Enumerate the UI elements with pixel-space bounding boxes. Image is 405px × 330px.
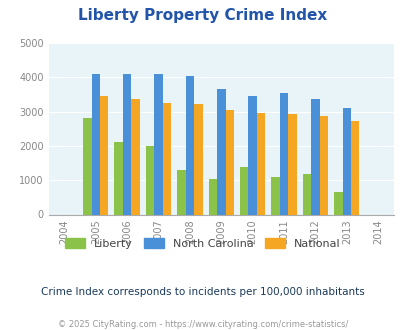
- Bar: [333, 192, 342, 214]
- Bar: [225, 110, 233, 214]
- Bar: [162, 103, 171, 214]
- Bar: [350, 121, 358, 214]
- Bar: [279, 93, 288, 214]
- Bar: [239, 167, 248, 214]
- Bar: [123, 74, 131, 214]
- Bar: [194, 104, 202, 214]
- Bar: [342, 108, 350, 214]
- Bar: [271, 178, 279, 214]
- Bar: [217, 89, 225, 214]
- Bar: [91, 75, 100, 214]
- Bar: [145, 146, 154, 214]
- Bar: [319, 115, 327, 214]
- Bar: [185, 76, 194, 215]
- Bar: [83, 118, 91, 214]
- Bar: [131, 99, 139, 214]
- Legend: Liberty, North Carolina, National: Liberty, North Carolina, National: [61, 234, 344, 253]
- Bar: [208, 180, 217, 214]
- Text: Liberty Property Crime Index: Liberty Property Crime Index: [78, 8, 327, 23]
- Bar: [100, 96, 108, 214]
- Bar: [248, 96, 256, 214]
- Bar: [154, 75, 162, 214]
- Bar: [310, 99, 319, 214]
- Text: Crime Index corresponds to incidents per 100,000 inhabitants: Crime Index corresponds to incidents per…: [41, 287, 364, 297]
- Bar: [302, 174, 310, 214]
- Bar: [177, 170, 185, 215]
- Bar: [288, 114, 296, 214]
- Bar: [114, 143, 123, 214]
- Bar: [256, 113, 265, 214]
- Text: © 2025 CityRating.com - https://www.cityrating.com/crime-statistics/: © 2025 CityRating.com - https://www.city…: [58, 320, 347, 329]
